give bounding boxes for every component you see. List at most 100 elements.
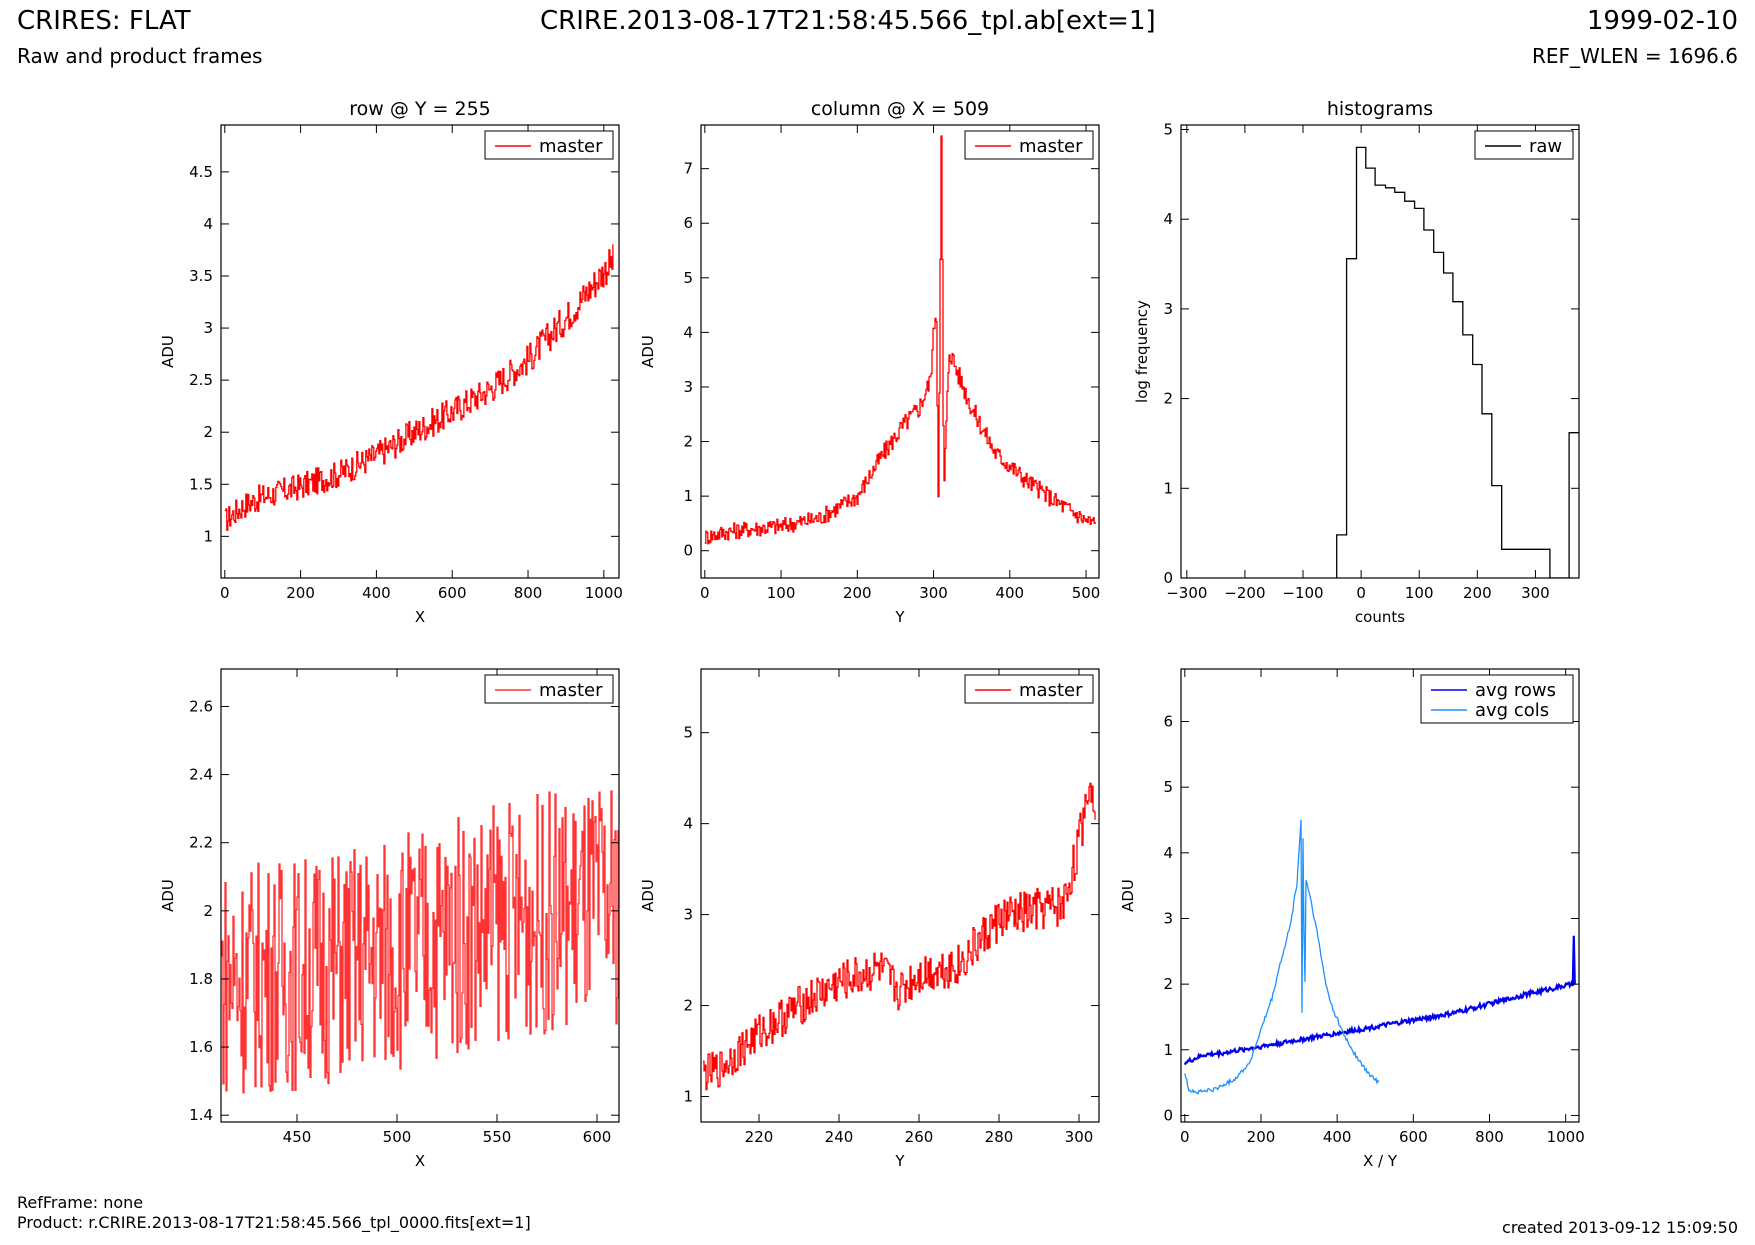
x-tick-label: −200 [1224,584,1265,602]
series-master [221,790,619,1094]
x-axis-label: X / Y [1363,1152,1398,1170]
y-tick-label: 4 [1163,844,1173,862]
plot-frame [1180,668,1580,1123]
ref-frame-label: RefFrame: none [17,1193,144,1212]
y-tick-label: 2 [203,902,213,920]
x-tick-label: 500 [383,1128,412,1146]
y-tick-label: 2 [203,423,213,441]
y-tick-label: 2.5 [189,371,213,389]
y-tick-label: 4 [683,323,693,341]
legend-label: master [539,136,603,157]
x-tick-label: 600 [583,1128,612,1146]
y-tick-label: 4 [203,215,213,233]
x-axis-label: X [415,1152,425,1170]
x-tick-label: 200 [1247,1128,1276,1146]
y-tick-label: 0 [683,542,693,560]
y-tick-label: 6 [683,214,693,232]
legend-box [964,674,1094,704]
plot-frame [220,124,620,579]
y-tick-label: 4 [683,815,693,833]
x-tick-label: 0 [700,584,710,602]
legend-label: avg rows [1475,680,1556,701]
y-tick-label: 3 [683,906,693,924]
panel-column: 0 100 200 300 400 500 0 1 2 3 4 5 6 7 column @ X = 509… [639,98,1100,626]
y-tick-label: 7 [683,160,693,178]
panel-row-zoom: 450 500 550 600 1.4 1.6 1.8 2 2.2 2.4 2.6 X ADU maste… [159,668,620,1170]
x-tick-label: 500 [1072,584,1101,602]
legend-box [964,130,1094,160]
x-tick-label: 280 [985,1128,1014,1146]
y-tick-label: 1.8 [189,970,213,988]
y-axis-label: ADU [639,335,657,368]
x-tick-label: 600 [438,584,467,602]
y-tick-label: 1 [683,1088,693,1106]
series-master [703,782,1096,1091]
x-tick-label: 200 [843,584,872,602]
x-tick-label: 550 [483,1128,512,1146]
x-tick-label: 800 [514,584,543,602]
legend-box [484,130,614,160]
legend: master [964,130,1094,160]
x-tick-label: 0 [1180,1128,1190,1146]
y-tick-label: 0 [1163,1106,1173,1124]
product-label: Product: r.CRIRE.2013-08-17T21:58:45.566… [17,1213,531,1232]
y-tick-label: 2.6 [189,697,213,715]
y-axis-label: log frequency [1133,300,1151,403]
legend-label: master [539,680,603,701]
x-tick-label: 200 [286,584,315,602]
y-tick-label: 5 [683,269,693,287]
y-tick-label: 2 [683,997,693,1015]
x-tick-label: 200 [1463,584,1492,602]
x-tick-label: 600 [1399,1128,1428,1146]
legend-label: avg cols [1475,700,1549,721]
y-tick-label: 1 [1163,479,1173,497]
panel-row: 0 200 400 600 800 1000 1 1.5 2 2.5 3 3.5 4 4.5 row @ Y… [159,98,623,626]
y-tick-label: 3 [1163,300,1173,318]
plot-frame [1180,124,1580,579]
y-tick-label: 2.4 [189,766,213,784]
legend-label: raw [1529,136,1562,157]
y-tick-label: 4 [1163,210,1173,228]
x-tick-label: 220 [745,1128,774,1146]
legend: raw [1474,130,1574,160]
series-master [704,135,1096,545]
x-tick-label: −300 [1166,584,1207,602]
legend: master [484,130,614,160]
x-tick-label: −100 [1282,584,1323,602]
file-title: CRIRE.2013-08-17T21:58:45.566_tpl.ab[ext… [540,6,1156,36]
x-tick-label: 260 [905,1128,934,1146]
panel-hist: −300 −200 −100 0 100 200 300 0 1 2 3 4 5 histograms co… [1133,98,1580,626]
panel-title: histograms [1327,98,1433,120]
legend-box [1474,130,1574,160]
legend-label: master [1019,136,1083,157]
x-tick-label: 100 [767,584,796,602]
y-tick-label: 1.4 [189,1106,213,1124]
x-tick-label: 300 [1065,1128,1094,1146]
plot-frame [700,124,1100,579]
legend-box [1420,674,1574,724]
x-tick-label: 100 [1405,584,1434,602]
panel-averages: 0 200 400 600 800 1000 0 1 2 3 4 5 6 X / Y ADU avg rows… [1119,668,1585,1170]
y-tick-label: 1 [1163,1041,1173,1059]
panel-column-zoom: 220 240 260 280 300 1 2 3 4 5 Y ADU master [639,668,1100,1170]
y-tick-label: 5 [1163,120,1173,138]
x-tick-label: 450 [283,1128,312,1146]
y-tick-label: 6 [1163,713,1173,731]
legend: master [484,674,614,704]
y-tick-label: 5 [683,724,693,742]
y-axis-label: ADU [639,879,657,912]
y-tick-label: 2.2 [189,834,213,852]
y-tick-label: 2 [1163,390,1173,408]
x-tick-label: 1000 [1547,1128,1585,1146]
created-label: created 2013-09-12 15:09:50 [1502,1218,1738,1237]
y-tick-label: 0 [1163,569,1173,587]
y-tick-label: 3 [1163,909,1173,927]
x-tick-label: 400 [362,584,391,602]
panel-title: row @ Y = 255 [349,98,491,120]
y-tick-label: 3 [683,378,693,396]
legend: master [964,674,1094,704]
y-tick-label: 2 [683,433,693,451]
y-tick-label: 5 [1163,778,1173,796]
